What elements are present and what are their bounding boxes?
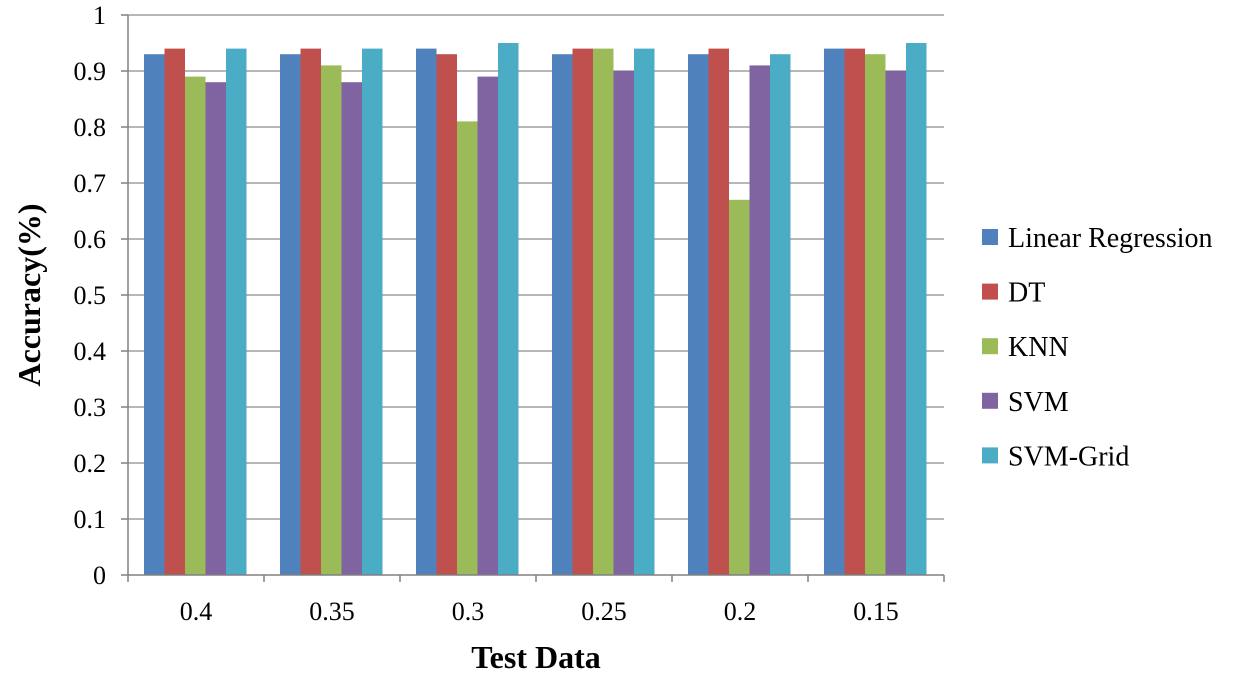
bar xyxy=(164,48,185,576)
bar xyxy=(885,71,906,575)
y-tick-label: 0.4 xyxy=(74,337,107,366)
bar xyxy=(144,54,165,575)
y-tick-label: 0.2 xyxy=(74,449,107,478)
bar xyxy=(205,82,226,575)
y-tick-label: 0.3 xyxy=(74,393,107,422)
legend-label: DT xyxy=(1008,278,1045,309)
bar xyxy=(749,65,770,576)
bar xyxy=(185,76,206,575)
legend-label: SVM xyxy=(1008,387,1069,418)
bar xyxy=(770,54,791,575)
legend-swatch xyxy=(982,392,998,409)
y-tick-label: 0.8 xyxy=(74,113,107,142)
y-tick-label: 0 xyxy=(93,561,106,590)
gridlines xyxy=(128,14,944,520)
bar xyxy=(552,54,573,575)
axes xyxy=(121,14,945,582)
x-tick-label: 0.15 xyxy=(853,597,899,626)
legend-swatch xyxy=(982,229,998,245)
legend-label: Linear Regression xyxy=(1008,223,1213,254)
bar xyxy=(824,48,845,576)
bar xyxy=(280,54,301,575)
x-axis-title: Test Data xyxy=(471,639,600,675)
bar xyxy=(593,48,614,576)
bar xyxy=(321,65,342,576)
x-tick-label: 0.4 xyxy=(180,597,213,626)
bar xyxy=(457,121,478,576)
bar xyxy=(498,43,519,575)
x-tick-label: 0.25 xyxy=(581,597,627,626)
y-tick-label: 0.7 xyxy=(74,169,107,198)
y-tick-labels: 0 0.1 0.2 0.3 0.4 0.5 0.6 0.7 0.8 0.9 1 xyxy=(74,1,107,590)
bar xyxy=(906,43,927,575)
y-axis-title: Accuracy(%) xyxy=(11,203,47,386)
y-tick-label: 1 xyxy=(93,1,106,30)
bars xyxy=(144,43,927,576)
bar xyxy=(300,48,321,576)
y-tick-label: 0.5 xyxy=(74,281,107,310)
bar xyxy=(416,48,437,576)
bar xyxy=(572,48,593,576)
legend-swatch xyxy=(982,338,998,355)
bar xyxy=(865,54,886,575)
x-tick-label: 0.2 xyxy=(724,597,757,626)
bar xyxy=(613,71,634,575)
y-tick-label: 0.9 xyxy=(74,57,107,86)
bar xyxy=(688,54,709,575)
bar xyxy=(362,48,383,576)
legend-label: KNN xyxy=(1008,332,1069,363)
x-tick-label: 0.35 xyxy=(309,597,355,626)
bar xyxy=(708,48,729,576)
legend-swatch xyxy=(982,283,998,300)
bar xyxy=(436,54,457,575)
bar xyxy=(341,82,362,575)
y-tick-label: 0.1 xyxy=(74,505,107,534)
bar xyxy=(634,48,655,576)
bar xyxy=(844,48,865,576)
x-tick-label: 0.3 xyxy=(452,597,485,626)
x-tick-labels: 0.4 0.35 0.3 0.25 0.2 0.15 xyxy=(180,597,899,626)
bar xyxy=(477,76,498,575)
legend-swatch xyxy=(982,447,998,464)
bar xyxy=(226,48,247,576)
legend: Linear Regression DT KNN SVM SVM-Grid xyxy=(982,223,1213,472)
bar xyxy=(729,199,750,576)
y-tick-label: 0.6 xyxy=(74,225,107,254)
legend-label: SVM-Grid xyxy=(1008,441,1129,472)
